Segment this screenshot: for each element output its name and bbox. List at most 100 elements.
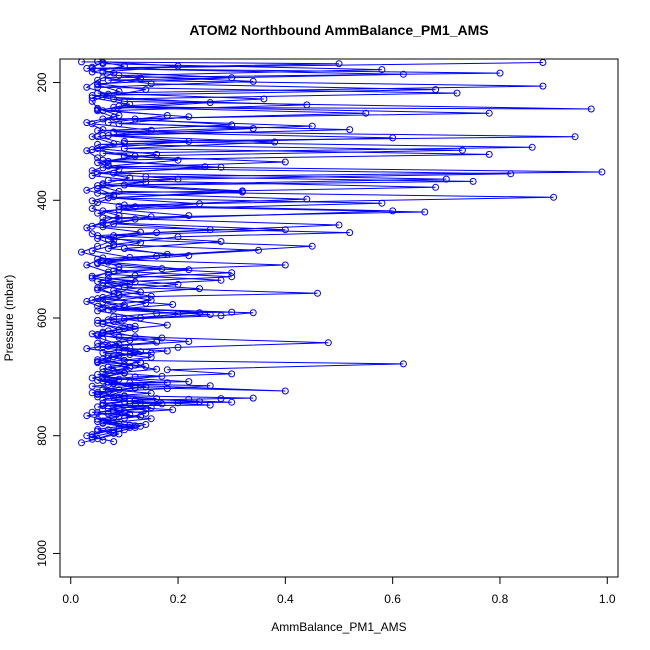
data-point <box>110 191 118 199</box>
data-point <box>362 109 370 117</box>
data-point <box>126 421 134 429</box>
data-point <box>196 285 203 293</box>
data-point <box>185 395 193 403</box>
data-point <box>271 138 279 146</box>
data-point <box>94 83 102 91</box>
x-tick-label: 0.0 <box>62 592 79 606</box>
data-point <box>99 374 107 381</box>
data-point <box>126 344 134 352</box>
data-point <box>99 93 107 101</box>
data-point <box>126 411 134 418</box>
data-point <box>104 235 112 243</box>
data-point <box>228 74 236 82</box>
data-point <box>104 342 112 350</box>
data-point <box>142 299 150 307</box>
data-point <box>587 105 595 113</box>
data-point <box>104 405 112 413</box>
data-point <box>99 257 107 265</box>
data-point <box>126 100 134 108</box>
data-point <box>137 348 144 356</box>
data-point <box>88 133 96 141</box>
data-point <box>104 306 112 314</box>
data-point <box>131 348 139 356</box>
data-point <box>99 436 107 444</box>
data-point <box>153 365 161 373</box>
data-point <box>83 412 91 420</box>
series-points <box>78 59 606 447</box>
data-point <box>131 152 139 160</box>
data-point <box>281 261 289 269</box>
series-lines <box>79 60 602 444</box>
data-point <box>458 146 466 154</box>
plot-region <box>78 59 606 447</box>
data-point <box>99 343 107 351</box>
x-tick-label: 0.6 <box>384 592 401 606</box>
data-point <box>99 164 107 172</box>
data-point <box>104 316 112 324</box>
data-point <box>238 187 246 195</box>
data-point <box>94 302 102 310</box>
data-point <box>228 370 236 378</box>
data-point <box>104 176 112 184</box>
data-point <box>485 109 493 117</box>
data-point <box>174 233 182 241</box>
data-point <box>115 420 123 428</box>
data-point <box>94 242 102 250</box>
data-point <box>153 229 161 237</box>
data-point <box>115 187 123 195</box>
data-point <box>550 193 558 201</box>
data-point <box>174 175 182 183</box>
data-point <box>147 415 155 423</box>
data-point <box>281 158 289 166</box>
data-point <box>94 260 102 268</box>
data-point <box>142 409 150 417</box>
data-point <box>115 333 123 341</box>
data-point <box>94 388 102 396</box>
data-point <box>120 392 128 400</box>
data-point <box>335 221 343 229</box>
data-point <box>94 76 102 84</box>
data-point <box>389 134 397 142</box>
data-point <box>94 409 102 417</box>
data-point <box>303 195 311 203</box>
data-point <box>88 296 96 304</box>
data-point <box>110 232 118 240</box>
data-point <box>115 404 123 412</box>
data-point <box>120 139 128 147</box>
y-tick-label: 200 <box>35 72 49 92</box>
data-point <box>88 146 96 154</box>
data-point <box>94 81 102 89</box>
data-point <box>142 405 150 413</box>
data-point <box>137 358 144 366</box>
data-point <box>104 270 112 278</box>
data-point <box>126 397 134 405</box>
data-point <box>104 119 112 127</box>
data-point <box>217 163 225 171</box>
data-point <box>94 316 102 324</box>
data-point <box>308 242 316 250</box>
data-point <box>115 102 123 110</box>
data-point <box>88 435 96 443</box>
data-point <box>94 140 102 148</box>
data-point <box>110 394 118 401</box>
data-point <box>217 276 225 284</box>
data-point <box>120 97 128 105</box>
data-point <box>126 336 134 344</box>
data-point <box>94 133 102 141</box>
data-point <box>120 361 128 368</box>
y-tick-label: 800 <box>35 425 49 445</box>
data-point <box>115 375 123 383</box>
data-point <box>88 172 96 180</box>
data-point <box>83 83 91 91</box>
data-point <box>137 74 144 82</box>
chart-title: ATOM2 Northbound AmmBalance_PM1_AMS <box>189 22 488 38</box>
data-point <box>314 289 321 297</box>
data-point <box>453 89 461 97</box>
data-point <box>399 70 407 78</box>
data-point <box>308 122 316 130</box>
data-point <box>153 309 161 317</box>
data-point <box>120 369 128 377</box>
data-point <box>137 314 144 322</box>
data-point <box>142 421 150 428</box>
